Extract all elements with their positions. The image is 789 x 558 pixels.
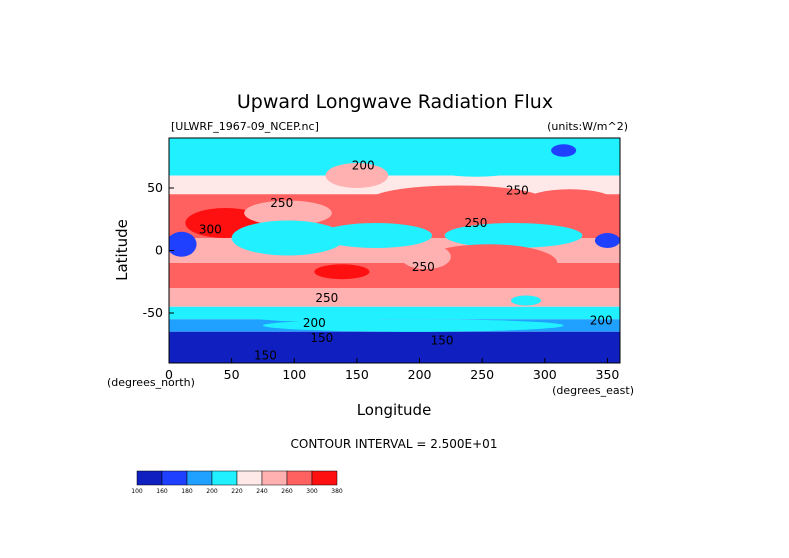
field-region-7 [594,233,620,248]
y-tick-label-0: -50 [143,305,163,320]
contour-label-1: 250 [270,196,293,210]
field-region-3 [231,220,345,256]
contour-label-6: 250 [315,291,338,305]
colorbar-swatch-6 [286,470,313,486]
x-tick-label-6: 300 [533,367,557,382]
contour-label-10: 150 [431,334,454,348]
field-region-1 [314,264,370,280]
x-axis-label: Longitude [357,401,432,419]
field-region-4 [319,223,433,248]
colorbar: 100 160 180 200 220 240 260 300 380 [131,470,343,495]
contour-label-4: 250 [464,216,487,230]
y-axis-ticks: -50 0 50 [143,180,174,320]
y-axis-label: Latitude [113,219,131,281]
x-tick-label-3: 150 [345,367,369,382]
field-region-10 [325,163,389,188]
contour-label-7: 200 [303,316,326,330]
field-region-14 [419,244,558,282]
x-tick-label-5: 250 [470,367,494,382]
lat-band-8 [169,306,620,320]
field-region-15 [400,244,451,270]
lat-band-10 [169,331,620,363]
x-axis-ticks: 0 50 100 150 200 250 300 350 [165,358,619,382]
contour-label-9: 150 [310,331,333,345]
field-regions [169,144,620,332]
field-region-9 [526,189,614,212]
colorbar-level-3: 200 [206,488,218,495]
contour-label-8: 200 [590,314,613,328]
colorbar-swatch-0 [136,470,163,486]
colorbar-level-5: 240 [256,488,268,495]
colorbar-level-1: 160 [156,488,168,495]
field-region-2 [244,200,332,226]
field-region-11 [181,150,257,171]
plot-area [169,138,620,363]
contour-label-5: 250 [412,260,435,274]
colorbar-swatch-7 [311,470,338,486]
colorbar-swatch-1 [161,470,188,486]
field-region-19 [244,309,395,322]
colorbar-level-6: 260 [281,488,293,495]
x-tick-label-7: 350 [596,367,620,382]
x-tick-label-4: 200 [408,367,432,382]
field-region-12 [425,154,527,177]
contour-label-3: 250 [506,184,529,198]
field-region-6 [169,231,197,257]
contour-label-2: 300 [199,222,222,236]
field-region-8 [369,185,545,216]
y-tick-label-2: 50 [147,180,163,195]
units-label: (units:W/m^2) [547,120,628,133]
colorbar-level-4: 220 [231,488,243,495]
contour-label-0: 200 [352,159,375,173]
field-region-18 [262,319,564,332]
x-unit-label: (degrees_east) [552,384,634,397]
x-tick-label-1: 50 [224,367,240,382]
colorbar-level-7: 300 [306,488,318,495]
field-region-5 [444,223,583,248]
field-region-13 [551,144,577,157]
y-tick-label-1: 0 [155,243,163,258]
chart-title: Upward Longwave Radiation Flux [237,91,553,113]
colorbar-swatch-5 [261,470,288,486]
contour-interval: CONTOUR INTERVAL = 2.500E+01 [291,437,498,451]
x-tick-label-2: 100 [282,367,306,382]
colorbar-level-2: 180 [181,488,193,495]
colorbar-swatch-4 [236,470,263,486]
y-unit-label: (degrees_north) [107,376,195,389]
contour-label-11: 150 [254,349,277,363]
x-tick-label-0: 0 [165,367,173,382]
colorbar-swatch-2 [186,470,213,486]
colorbar-swatch-3 [211,470,238,486]
field-region-16 [425,290,564,306]
colorbar-level-8: 380 [331,488,343,495]
lat-band-0 [169,138,620,151]
field-region-17 [511,295,542,306]
colorbar-level-0: 100 [131,488,143,495]
dataset-label: [ULWRF_1967-09_NCEP.nc] [171,120,319,133]
